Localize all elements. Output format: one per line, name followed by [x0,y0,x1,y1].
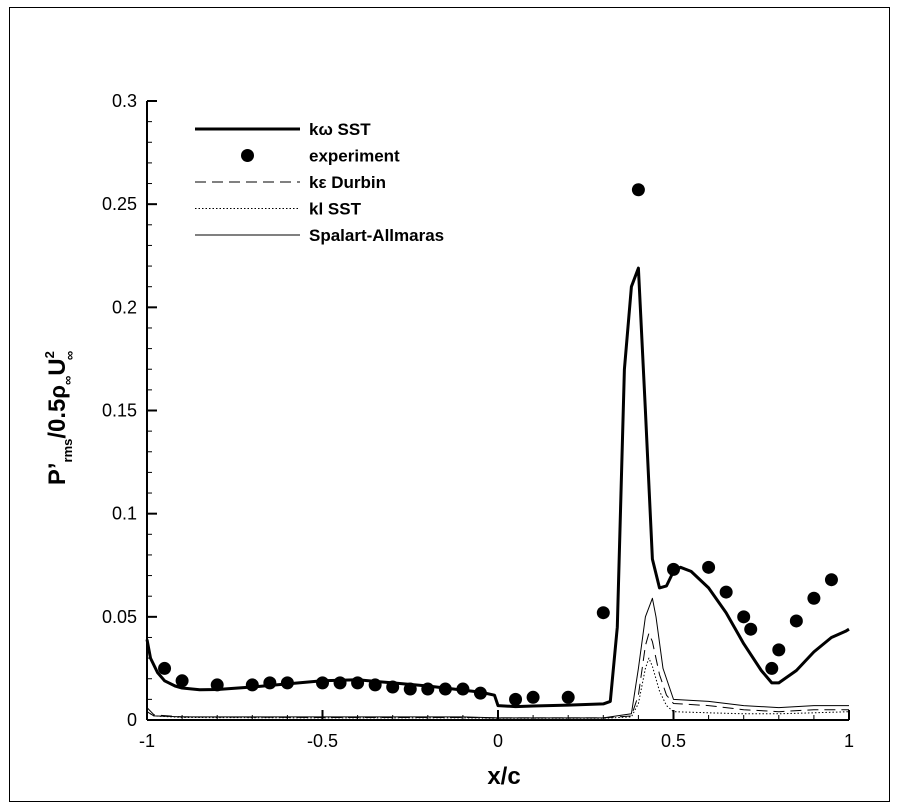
figure-frame [9,7,890,802]
x-tick-label: 0 [493,731,503,751]
data-point [333,676,347,690]
data-point [667,562,680,576]
series-kl-sst-line [146,657,850,719]
data-point [386,680,400,694]
data-point [351,676,365,690]
data-point [789,614,803,628]
data-point [403,682,417,696]
series-experiment [158,183,838,706]
series-k-sst-line [145,266,850,709]
data-point [596,606,610,620]
x-tick-label: -1 [139,731,155,751]
legend-label: kω SST [309,120,371,139]
data-point [245,678,259,692]
y-tick-label: 0.3 [112,91,137,111]
x-tick-label: 0.5 [661,731,686,751]
data-point [702,560,716,574]
data-point [210,678,224,692]
data-point [263,676,277,690]
y-tick-label: 0.25 [102,194,137,214]
axes-layer [146,101,849,721]
legend-item: kε Durbin [195,173,386,192]
y-tick-label: 0 [127,710,137,730]
x-tick-label: -0.5 [307,731,338,751]
data-point [456,682,470,696]
data-point [772,643,786,657]
y-tick-label: 0.2 [112,297,137,317]
legend-item: Spalart-Allmaras [195,226,444,245]
data-point [561,690,575,704]
data-point [175,674,189,688]
y-tick-label: 0.05 [102,607,137,627]
series-layer [145,183,850,719]
x-tick-label: 1 [844,731,854,751]
data-point [719,585,733,599]
data-point [631,183,645,197]
y-axis-title: P’rms/0.5ρ∞U2 ∞ [42,351,77,485]
legend-label: experiment [309,147,400,166]
data-point [280,676,294,690]
data-point [744,622,758,636]
ticks-layer: -1 -0.5 0 0.5 1 0 0.05 0.1 0.15 0.2 0.25 0.3 [102,91,854,751]
legend-item: experiment [241,147,400,166]
y-tick-label: 0.15 [102,401,137,421]
data-point [368,678,382,692]
data-point [509,692,523,706]
x-axis-title: x/c [487,763,520,790]
data-point [765,661,779,675]
data-point [824,573,838,587]
data-point [158,661,172,675]
legend-item: kl SST [195,200,362,219]
data-point [316,676,329,690]
data-point [421,682,435,696]
data-point [737,610,751,624]
data-point [473,686,487,700]
legend-item: kω SST [195,120,371,139]
y-tick-label: 0.1 [112,504,137,524]
legend-label: Spalart-Allmaras [309,226,444,245]
data-point [807,591,821,605]
legend-marker [241,149,254,162]
series-k-durbin-line [146,632,849,719]
data-point [526,690,540,704]
data-point [438,682,452,696]
legend: kω SST experiment kε Durbin kl SST Spalart-A… [195,120,444,245]
legend-label: kε Durbin [309,173,386,192]
legend-label: kl SST [309,200,362,219]
